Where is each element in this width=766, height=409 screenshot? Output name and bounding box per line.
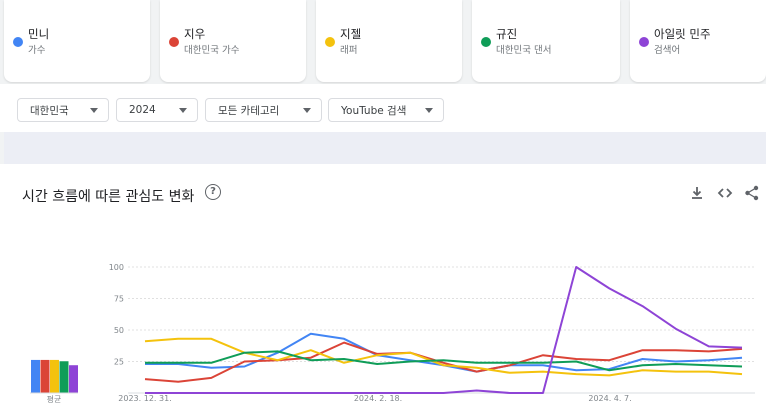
average-bar (59, 361, 69, 393)
region-dropdown[interactable]: 대한민국 (17, 98, 109, 122)
term-color-dot (13, 37, 23, 47)
x-tick-label: 2024. 4. 7. (588, 394, 631, 403)
section-divider (4, 132, 766, 164)
y-tick-label: 25 (114, 358, 124, 367)
category-dropdown[interactable]: 모든 카테고리 (205, 98, 322, 122)
source-dropdown[interactable]: YouTube 검색 (328, 98, 444, 122)
term-card-illit-minju[interactable]: 아일릿 민주 검색어 (630, 0, 766, 82)
term-subtitle: 래퍼 (340, 45, 358, 56)
code-icon[interactable] (716, 184, 734, 202)
y-tick-label: 75 (114, 295, 124, 304)
period-dropdown[interactable]: 2024 (116, 98, 198, 122)
average-bar (40, 359, 50, 393)
comparison-terms: 민니 가수 지우 대한민국 가수 지젤 래퍼 규진 대한민국 댄서 아일릿 민주… (0, 0, 766, 84)
term-subtitle: 검색어 (654, 45, 681, 56)
y-tick-label: 50 (114, 326, 124, 335)
download-icon[interactable] (688, 184, 706, 202)
source-dropdown-label: YouTube 검색 (341, 104, 407, 117)
term-color-dot (325, 37, 335, 47)
average-bar (31, 359, 40, 393)
term-name: 지우 (184, 27, 206, 41)
term-name: 아일릿 민주 (654, 27, 711, 41)
term-color-dot (481, 37, 491, 47)
interest-over-time-panel: 시간 흐름에 따른 관심도 변화 ? 100 75 50 25 2023. 12. 31… (0, 164, 766, 409)
x-tick-label: 2023. 12. 31. (118, 394, 171, 403)
term-subtitle: 대한민국 가수 (184, 45, 240, 56)
share-icon[interactable] (743, 184, 761, 202)
average-label: 평균 (47, 394, 62, 404)
term-name: 규진 (496, 27, 518, 41)
interest-line-chart: 100 75 50 25 2023. 12. 31. 2024. 2. 18. 2024. … (30, 263, 755, 404)
term-name: 지젤 (340, 27, 362, 41)
filter-bar: 대한민국 2024 모든 카테고리 YouTube 검색 (0, 84, 766, 132)
term-color-dot (639, 37, 649, 47)
average-bar (50, 359, 59, 393)
period-dropdown-label: 2024 (129, 104, 156, 116)
series-line (145, 350, 743, 372)
x-tick-label: 2024. 2. 18. (354, 394, 402, 403)
term-subtitle: 대한민국 댄서 (496, 45, 552, 56)
term-card-giselle[interactable]: 지젤 래퍼 (316, 0, 462, 82)
category-dropdown-label: 모든 카테고리 (218, 104, 280, 117)
term-card-gyujin[interactable]: 규진 대한민국 댄서 (472, 0, 620, 82)
series-line (145, 266, 743, 394)
series-line (144, 337, 743, 377)
caret-down-icon (90, 108, 98, 113)
y-tick-label: 100 (109, 263, 124, 272)
term-subtitle: 가수 (28, 45, 46, 56)
region-dropdown-label: 대한민국 (30, 104, 69, 117)
average-bar (69, 365, 78, 393)
series-line (144, 341, 743, 383)
term-card-jiwoo[interactable]: 지우 대한민국 가수 (160, 0, 306, 82)
help-circle-icon[interactable]: ? (205, 184, 221, 200)
caret-down-icon (303, 108, 311, 113)
caret-down-icon (179, 108, 187, 113)
term-card-minnie[interactable]: 민니 가수 (4, 0, 150, 82)
panel-title: 시간 흐름에 따른 관심도 변화 (22, 189, 195, 205)
term-color-dot (169, 37, 179, 47)
term-name: 민니 (28, 27, 50, 41)
caret-down-icon (425, 108, 433, 113)
